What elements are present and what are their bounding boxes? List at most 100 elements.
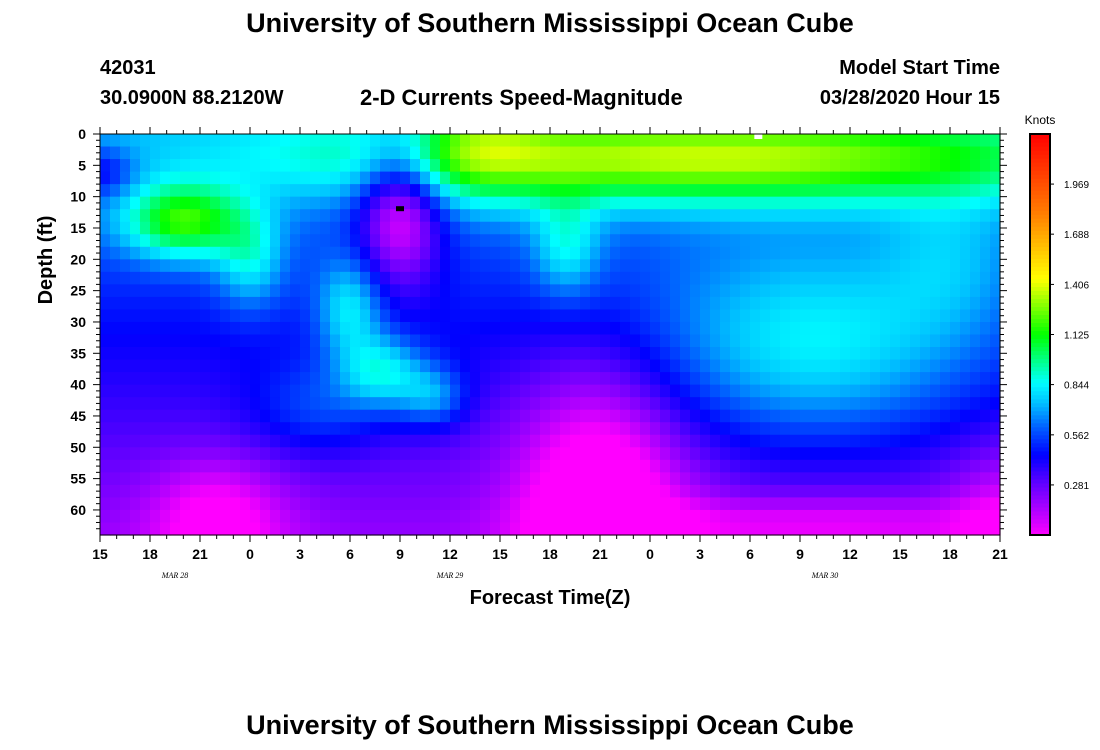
heatmap-cell	[680, 509, 691, 524]
heatmap-cell	[540, 434, 551, 448]
heatmap-cell	[830, 184, 841, 198]
heatmap-cell	[240, 259, 251, 273]
heatmap-cell	[930, 422, 941, 436]
heatmap-cell	[800, 422, 811, 436]
heatmap-cell	[310, 284, 321, 298]
heatmap-cell	[710, 159, 721, 173]
heatmap-cell	[670, 359, 681, 373]
heatmap-cell	[940, 347, 951, 361]
heatmap-cell	[340, 434, 351, 448]
heatmap-cell	[760, 259, 771, 273]
heatmap-cell	[760, 159, 771, 173]
heatmap-cell	[550, 509, 561, 524]
heatmap-cell	[450, 296, 461, 311]
heatmap-cell	[530, 447, 541, 461]
heatmap-cell	[370, 234, 381, 248]
heatmap-cell	[840, 171, 851, 185]
heatmap-cell	[610, 497, 621, 511]
heatmap-cell	[780, 271, 791, 285]
heatmap-cell	[710, 146, 721, 160]
heatmap-cell	[320, 209, 331, 223]
heatmap-cell	[470, 422, 481, 436]
heatmap-cell	[270, 184, 281, 198]
heatmap-cell	[530, 522, 541, 536]
heatmap-cell	[380, 434, 391, 448]
heatmap-cell	[870, 359, 881, 373]
heatmap-cell	[870, 159, 881, 173]
heatmap-cell	[820, 397, 831, 411]
heatmap-cell	[310, 522, 321, 536]
heatmap-cell	[940, 296, 951, 311]
heatmap-cell	[370, 459, 381, 473]
heatmap-cell	[840, 309, 851, 323]
heatmap-cell	[210, 221, 221, 235]
heatmap-cell	[950, 134, 961, 148]
heatmap-cell	[290, 347, 301, 361]
heatmap-cell	[680, 372, 691, 386]
heatmap-cell	[130, 209, 141, 223]
heatmap-cell	[790, 246, 801, 260]
heatmap-cell	[290, 234, 301, 248]
heatmap-cell	[720, 384, 731, 398]
heatmap-cell	[730, 171, 741, 185]
heatmap-cell	[800, 447, 811, 461]
heatmap-cell	[860, 259, 871, 273]
heatmap-cell	[600, 296, 611, 311]
heatmap-cell	[680, 159, 691, 173]
heatmap-cell	[430, 221, 441, 235]
heatmap-cell	[590, 309, 601, 323]
heatmap-cell	[330, 159, 341, 173]
heatmap-cell	[230, 434, 241, 448]
heatmap-cell	[160, 509, 171, 524]
heatmap-cell	[340, 209, 351, 223]
model-start-label: Model Start Time	[839, 57, 1000, 79]
heatmap-cell	[810, 284, 821, 298]
heatmap-cell	[180, 159, 191, 173]
heatmap-cell	[380, 284, 391, 298]
heatmap-cell	[380, 146, 391, 160]
heatmap-cell	[950, 196, 961, 210]
heatmap-cell	[310, 334, 321, 348]
heatmap-cell	[630, 472, 641, 486]
heatmap-cell	[550, 384, 561, 398]
heatmap-cell	[330, 246, 341, 260]
heatmap-cell	[130, 259, 141, 273]
heatmap-cell	[570, 171, 581, 185]
heatmap-cell	[430, 184, 441, 198]
heatmap-cell	[790, 134, 801, 148]
heatmap-cell	[840, 259, 851, 273]
heatmap-cell	[910, 146, 921, 160]
heatmap-cell	[880, 259, 891, 273]
heatmap-cell	[980, 196, 991, 210]
heatmap-cell	[260, 146, 271, 160]
heatmap-cell	[880, 472, 891, 486]
heatmap-cell	[630, 259, 641, 273]
heatmap-cell	[240, 171, 251, 185]
heatmap-cell	[380, 134, 391, 148]
heatmap-cell	[300, 196, 311, 210]
heatmap-cell	[150, 309, 161, 323]
heatmap-cell	[220, 296, 231, 311]
heatmap-cell	[270, 422, 281, 436]
heatmap-cell	[100, 259, 111, 273]
heatmap-cell	[280, 522, 291, 536]
heatmap-cell	[110, 134, 121, 148]
heatmap-cell	[210, 246, 221, 260]
heatmap-cell	[730, 321, 741, 336]
heatmap-cell	[980, 309, 991, 323]
heatmap-cell	[800, 234, 811, 248]
heatmap-cell	[970, 246, 981, 260]
heatmap-cell	[480, 321, 491, 336]
heatmap-cell	[430, 209, 441, 223]
heatmap-cell	[500, 334, 511, 348]
heatmap-cell	[600, 422, 611, 436]
heatmap-cell	[420, 497, 431, 511]
heatmap-cell	[520, 259, 531, 273]
heatmap-cell	[310, 221, 321, 235]
heatmap-cell	[730, 447, 741, 461]
heatmap-cell	[170, 484, 181, 499]
heatmap-cell	[720, 484, 731, 499]
heatmap-cell	[220, 509, 231, 524]
heatmap-cell	[740, 184, 751, 198]
heatmap-cell	[870, 372, 881, 386]
